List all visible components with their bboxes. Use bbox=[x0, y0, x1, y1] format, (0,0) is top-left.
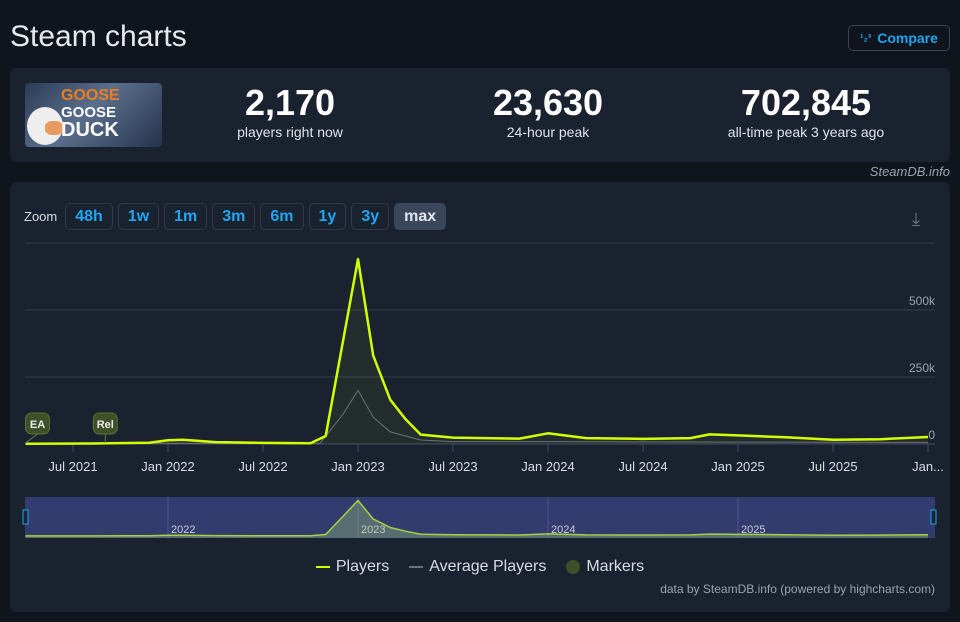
cover-logo-text: GOOSE bbox=[61, 104, 117, 121]
cover-logo-text: GOOSE bbox=[61, 87, 120, 104]
players-line bbox=[25, 257, 929, 445]
zoom-1y-button[interactable]: 1y bbox=[308, 203, 347, 230]
y-tick-label: 0 bbox=[928, 428, 935, 442]
chart-credit[interactable]: data by SteamDB.info (powered by highcha… bbox=[660, 582, 935, 596]
steamdb-credit[interactable]: SteamDB.info bbox=[869, 164, 950, 179]
x-tick-label: Jul 2025 bbox=[808, 459, 857, 474]
marker-label: EA bbox=[30, 419, 45, 431]
legend-players[interactable]: Players bbox=[315, 558, 390, 576]
x-tick-label: Jul 2024 bbox=[618, 459, 667, 474]
cover-logo-text: DUCK bbox=[61, 119, 119, 141]
zoom-3m-button[interactable]: 3m bbox=[212, 203, 256, 230]
zoom-1w-button[interactable]: 1w bbox=[117, 203, 160, 230]
navigator-label: 2024 bbox=[551, 524, 575, 536]
stat-label: 24-hour peak bbox=[506, 124, 590, 140]
x-tick-label: Jul 2021 bbox=[48, 459, 97, 474]
numbers-icon: ¹₂³ bbox=[860, 32, 872, 44]
stats-panel: GOOSE GOOSE DUCK 2,170 players right now … bbox=[10, 68, 950, 162]
legend-average-players[interactable]: Average Players bbox=[409, 558, 546, 576]
x-tick-label: Jan... bbox=[912, 459, 944, 474]
marker-flag bbox=[25, 412, 50, 435]
stat-label: players right now bbox=[237, 124, 343, 140]
compare-label: Compare bbox=[877, 30, 938, 46]
x-tick-label: Jul 2022 bbox=[238, 459, 287, 474]
x-tick-label: Jan 2022 bbox=[141, 459, 195, 474]
navigator-range bbox=[25, 497, 935, 538]
zoom-6m-button[interactable]: 6m bbox=[260, 203, 304, 230]
zoom-controls: Zoom 48h 1w 1m 3m 6m 1y 3y max bbox=[24, 203, 447, 230]
stat-label: all-time peak 3 years ago bbox=[727, 124, 885, 140]
navigator-label: 2023 bbox=[361, 524, 385, 536]
marker-flag bbox=[92, 412, 118, 435]
legend-label: Players bbox=[335, 558, 390, 575]
navigator-handle[interactable] bbox=[22, 509, 29, 525]
marker-stem bbox=[25, 433, 38, 444]
legend-label: Markers bbox=[586, 558, 645, 575]
game-cover-image[interactable]: GOOSE GOOSE DUCK bbox=[25, 83, 162, 147]
chart-legend: Players Average Players Markers bbox=[10, 558, 950, 576]
x-tick-label: Jan 2025 bbox=[711, 459, 765, 474]
x-tick-label: Jan 2023 bbox=[331, 459, 385, 474]
download-icon[interactable]: ⤓ bbox=[912, 209, 920, 229]
y-tick-label: 500k bbox=[909, 294, 936, 308]
zoom-max-button[interactable]: max bbox=[394, 203, 447, 230]
chart-panel: Zoom 48h 1w 1m 3m 6m 1y 3y max ⤓ Players… bbox=[10, 182, 950, 612]
navigator-handle[interactable] bbox=[930, 509, 937, 525]
legend-markers[interactable]: Markers bbox=[566, 558, 644, 576]
stat-value: 2,170 bbox=[244, 82, 336, 123]
average-players-line bbox=[25, 389, 929, 445]
compare-button[interactable]: ¹₂³ Compare bbox=[848, 25, 950, 51]
stat-24h-peak: 23,630 24-hour peak bbox=[448, 82, 648, 140]
stat-value: 702,845 bbox=[740, 82, 872, 123]
stat-value: 23,630 bbox=[492, 82, 604, 123]
beak-art bbox=[45, 121, 63, 135]
x-tick-label: Jul 2023 bbox=[428, 459, 477, 474]
legend-label: Average Players bbox=[429, 558, 547, 575]
zoom-48h-button[interactable]: 48h bbox=[65, 203, 113, 230]
marker-label: Rel bbox=[97, 419, 114, 431]
zoom-1m-button[interactable]: 1m bbox=[164, 203, 208, 230]
stat-all-time-peak: 702,845 all-time peak 3 years ago bbox=[706, 82, 906, 140]
navigator-line bbox=[25, 499, 929, 537]
players-area bbox=[25, 259, 928, 444]
stat-current-players: 2,170 players right now bbox=[190, 82, 390, 140]
y-tick-label: 250k bbox=[909, 361, 936, 375]
zoom-label: Zoom bbox=[24, 209, 58, 224]
page-title: Steam charts bbox=[10, 20, 187, 53]
zoom-3y-button[interactable]: 3y bbox=[351, 203, 390, 230]
navigator-label: 2022 bbox=[171, 524, 195, 536]
x-tick-label: Jan 2024 bbox=[521, 459, 575, 474]
navigator-label: 2025 bbox=[741, 524, 765, 536]
